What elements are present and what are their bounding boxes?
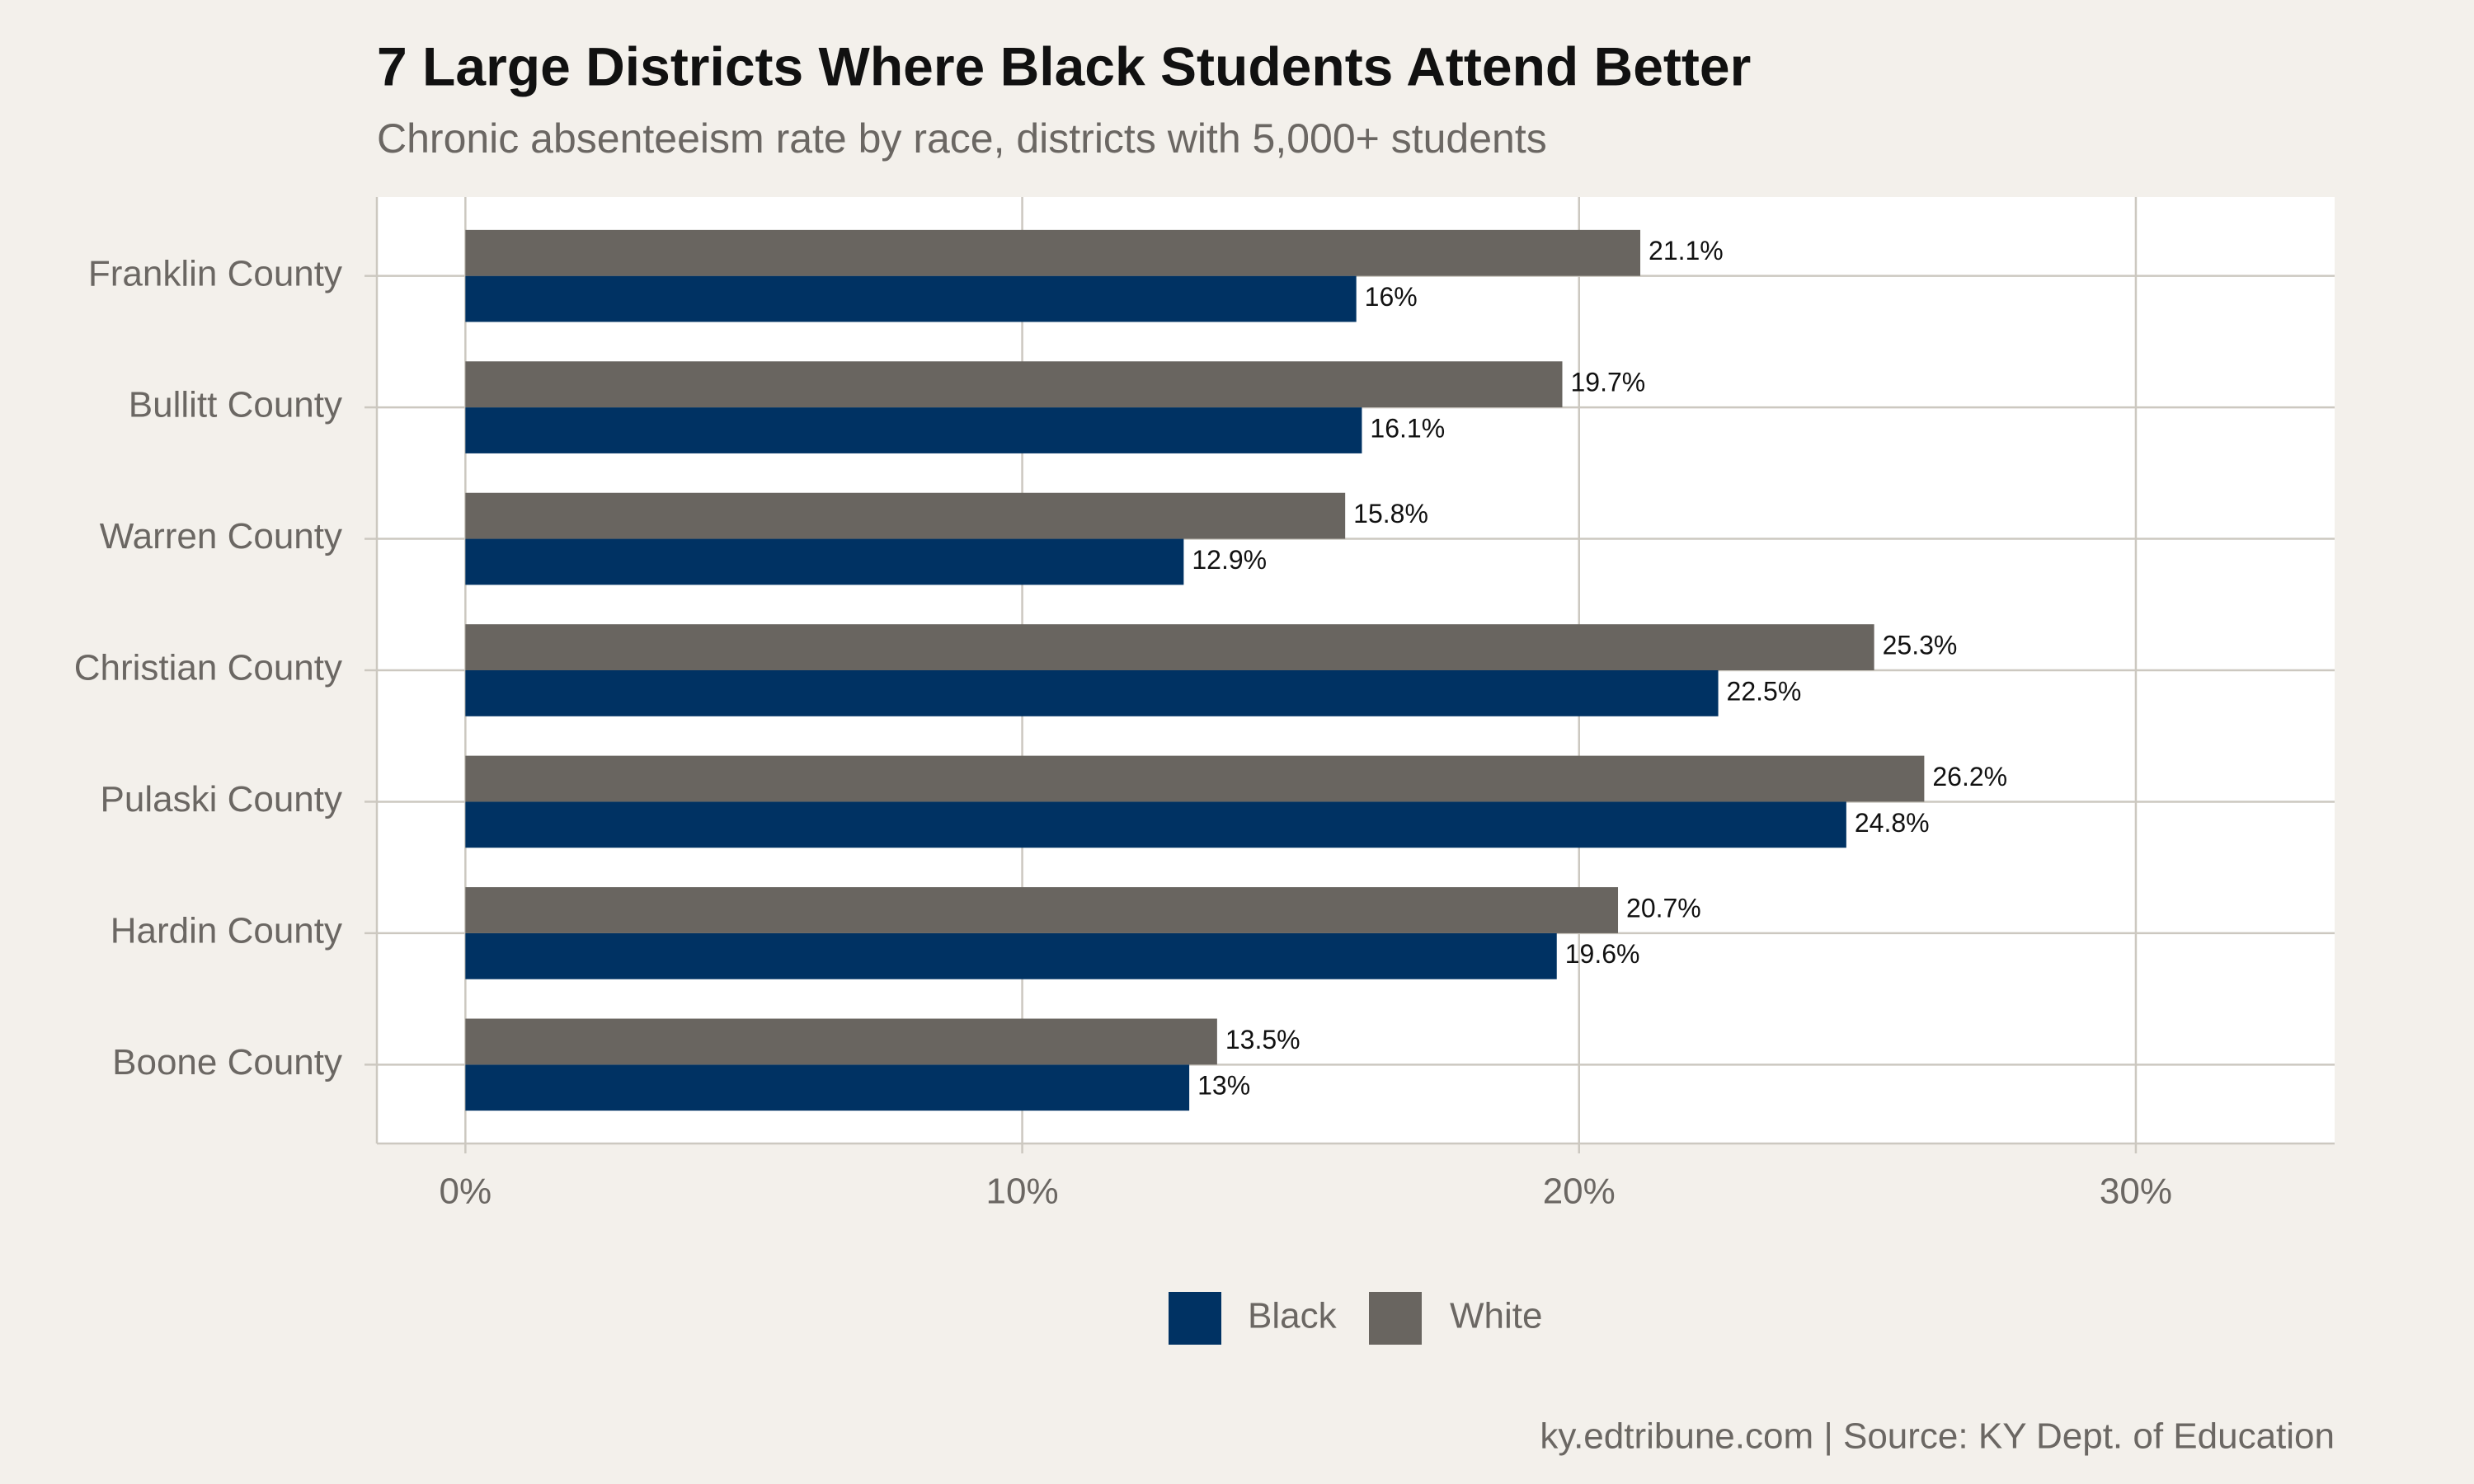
caption: ky.edtribune.com | Source: KY Dept. of E… xyxy=(1540,1416,2335,1457)
value-label: 22.5% xyxy=(1727,676,1802,706)
legend-key xyxy=(1169,1292,1221,1345)
x-tick-label: 30% xyxy=(2100,1172,2172,1212)
chart-subtitle: Chronic absenteeism rate by race, distri… xyxy=(377,115,1547,162)
value-label: 19.7% xyxy=(1570,368,1645,397)
x-tick-label: 10% xyxy=(986,1172,1059,1212)
y-tick-label: Bullitt County xyxy=(129,385,342,425)
value-label: 19.6% xyxy=(1565,939,1640,969)
y-tick-label: Pulaski County xyxy=(101,779,342,819)
bar xyxy=(465,1064,1190,1111)
bar xyxy=(465,887,1619,933)
bar xyxy=(465,755,1925,802)
bar xyxy=(465,229,1641,276)
value-label: 15.8% xyxy=(1353,499,1428,528)
value-label: 24.8% xyxy=(1855,808,1930,838)
value-label: 26.2% xyxy=(1932,762,2007,791)
value-label: 16.1% xyxy=(1370,413,1445,443)
y-tick-label: Christian County xyxy=(74,648,342,688)
value-label: 16% xyxy=(1365,282,1418,312)
chart-title: 7 Large Districts Where Black Students A… xyxy=(377,35,1751,96)
value-label: 20.7% xyxy=(1626,893,1701,923)
bar xyxy=(465,801,1846,848)
y-tick-label: Franklin County xyxy=(88,253,342,294)
value-label: 13.5% xyxy=(1225,1025,1300,1054)
bar xyxy=(465,361,1563,408)
legend-key xyxy=(1369,1292,1422,1345)
bar xyxy=(465,492,1346,539)
bar xyxy=(465,624,1874,670)
bar xyxy=(465,670,1719,716)
bar xyxy=(465,407,1362,453)
bar xyxy=(465,932,1557,979)
legend-label: White xyxy=(1450,1296,1542,1336)
legend-label: Black xyxy=(1248,1296,1338,1336)
bar xyxy=(465,275,1357,322)
y-tick-label: Warren County xyxy=(100,516,342,556)
value-label: 21.1% xyxy=(1649,236,1724,265)
value-label: 12.9% xyxy=(1192,545,1267,575)
bar xyxy=(465,1018,1217,1065)
bar xyxy=(465,538,1184,585)
y-tick-label: Hardin County xyxy=(111,911,342,951)
x-tick-label: 0% xyxy=(440,1172,492,1212)
value-label: 25.3% xyxy=(1883,631,1958,660)
y-tick-label: Boone County xyxy=(112,1042,342,1082)
x-tick-label: 20% xyxy=(1543,1172,1616,1212)
value-label: 13% xyxy=(1197,1071,1250,1101)
